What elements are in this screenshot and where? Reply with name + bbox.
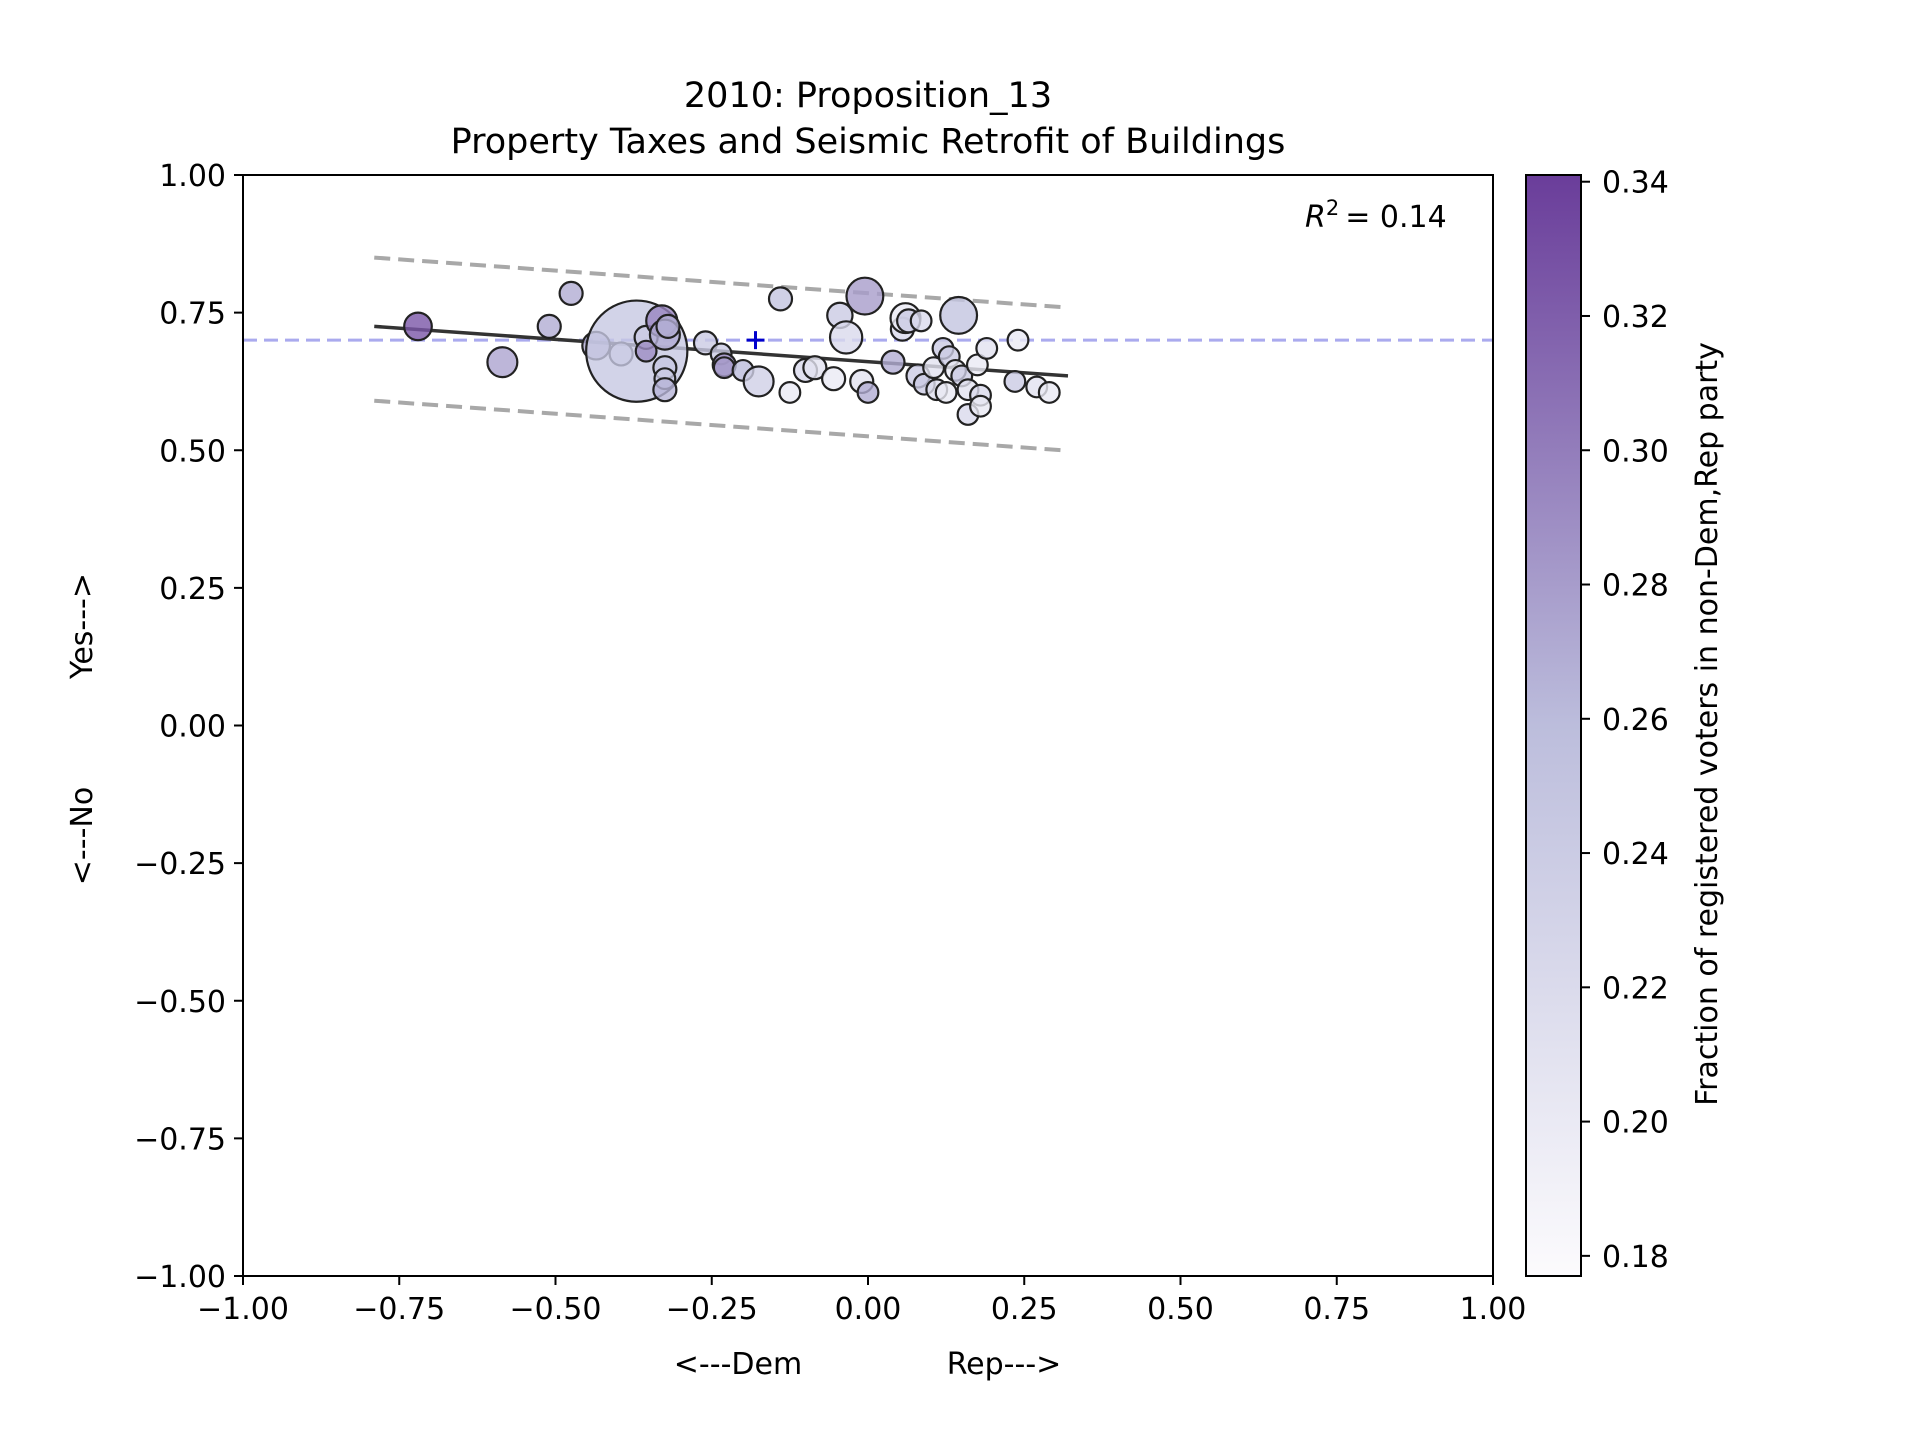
data-point (975, 336, 999, 360)
data-point (558, 280, 584, 306)
y-tick-label: 1.00 (159, 159, 226, 194)
y-tick-label: −0.25 (134, 847, 226, 882)
data-point (634, 339, 658, 363)
chart-title: 2010: Proposition_13 (684, 76, 1052, 116)
data-point (655, 313, 681, 339)
data-point (1006, 328, 1030, 352)
y-tick-label: −0.75 (134, 1122, 226, 1157)
x-tick-label: −0.75 (353, 1292, 445, 1327)
points-layer (403, 276, 1061, 426)
data-point (939, 295, 979, 335)
colorbar-tick-label: 0.26 (1602, 703, 1669, 738)
data-point (536, 313, 562, 339)
data-point (821, 366, 847, 392)
colorbar-label: Fraction of registered voters in non-Dem… (1690, 342, 1725, 1106)
data-point (652, 377, 678, 403)
colorbar-tick-label: 0.34 (1602, 166, 1669, 201)
colorbar-tick-label: 0.18 (1602, 1240, 1669, 1275)
y-axis-label-bottom: <---No (65, 787, 100, 885)
x-tick-label: 0.00 (835, 1292, 902, 1327)
colorbar-tick-label: 0.20 (1602, 1106, 1669, 1141)
colorbar-tick-label: 0.30 (1602, 434, 1669, 469)
r-squared-annotation: R2 = 0.14 (1305, 196, 1447, 235)
data-point (909, 309, 933, 333)
x-tick-label: 0.75 (1303, 1292, 1370, 1327)
data-point (845, 276, 885, 316)
y-tick-label: 0.25 (159, 572, 226, 607)
data-point (934, 380, 958, 404)
data-point (802, 355, 828, 381)
x-tick-label: 1.00 (1460, 1292, 1527, 1327)
y-tick-label: −0.50 (134, 985, 226, 1020)
y-tick-label: 0.00 (159, 710, 226, 745)
data-point (403, 311, 433, 342)
data-point (1003, 369, 1027, 393)
data-point (1037, 380, 1061, 404)
data-point (828, 320, 864, 355)
band-upper-line (374, 255, 1062, 310)
x-tick-label: −0.25 (666, 1292, 758, 1327)
x-axis-label-right: Rep---> (947, 1347, 1062, 1382)
mean-marker-layer (746, 331, 765, 350)
y-axis-label-top: Yes---> (65, 573, 100, 680)
y-tick-label: 0.50 (159, 434, 226, 469)
data-point (856, 380, 880, 404)
data-point (767, 286, 794, 312)
data-point (486, 346, 519, 379)
data-point (922, 356, 946, 380)
r-squared-value: = 0.14 (1345, 200, 1446, 235)
data-point (880, 349, 906, 375)
colorbar-tick-label: 0.22 (1602, 971, 1669, 1006)
band-lower-line (374, 398, 1062, 453)
colorbar-ticks: 0.18 0.20 0.22 0.24 0.26 0.28 0.30 0.32 0.34 (1581, 166, 1669, 1275)
x-tick-label: −0.50 (510, 1292, 602, 1327)
data-point (712, 356, 736, 380)
colorbar-tick-label: 0.32 (1602, 300, 1669, 335)
y-tick-label: 0.75 (159, 297, 226, 332)
data-point (969, 394, 992, 418)
x-tick-label: 0.25 (991, 1292, 1058, 1327)
colorbar-tick-label: 0.28 (1602, 569, 1669, 604)
x-tick-label: −1.00 (197, 1292, 289, 1327)
x-axis-label-left: <---Dem (674, 1347, 802, 1382)
y-axis-ticks: −1.00 −0.75 −0.50 −0.25 0.00 0.25 0.50 0.75 1.00 (134, 159, 243, 1295)
chart-subtitle: Property Taxes and Seismic Retrofit of B… (451, 122, 1286, 162)
data-point (742, 365, 775, 398)
y-tick-label: −1.00 (134, 1260, 226, 1295)
colorbar (1525, 174, 1582, 1277)
colorbar-tick-label: 0.24 (1602, 837, 1669, 872)
x-tick-label: 0.50 (1147, 1292, 1214, 1327)
x-axis-ticks: −1.00 −0.75 −0.50 −0.25 0.00 0.25 0.50 0.75 1.00 (197, 1276, 1526, 1327)
data-point (778, 380, 802, 404)
